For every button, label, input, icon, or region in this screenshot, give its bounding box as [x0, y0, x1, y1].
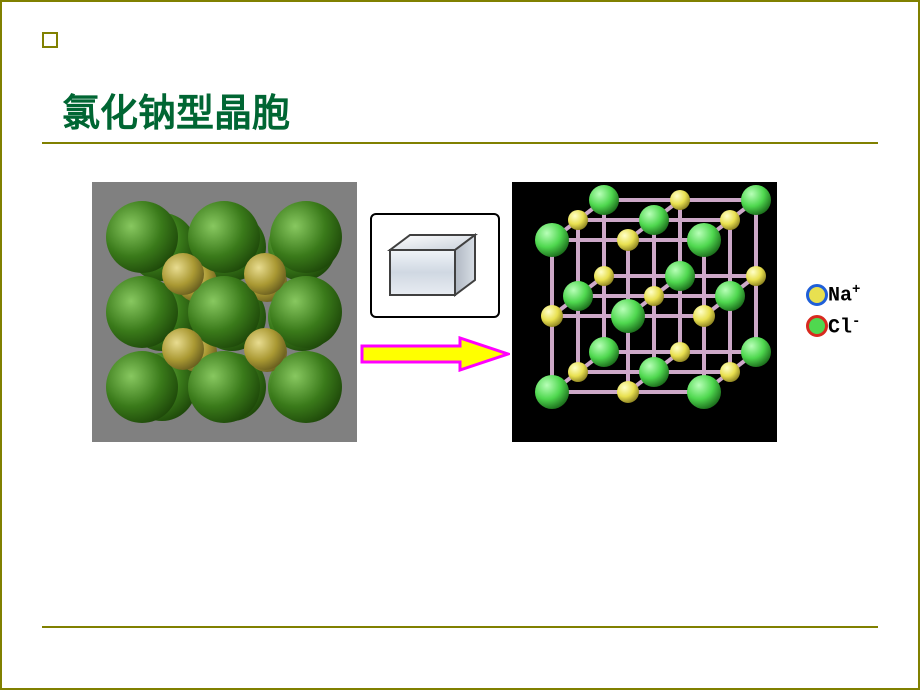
middle-column: [357, 253, 512, 372]
arrow-icon: [360, 336, 510, 372]
space-filling-model: [92, 182, 357, 442]
ball-stick-model: [512, 182, 777, 442]
legend: Na+ Cl-: [806, 282, 860, 339]
cl-icon: [806, 315, 828, 337]
bottom-line: [42, 626, 878, 628]
slide-container: 氯化钠型晶胞: [0, 0, 920, 690]
slide-title: 氯化钠型晶胞: [62, 82, 290, 137]
content-area: [92, 172, 878, 452]
title-underline: [42, 142, 878, 144]
legend-cl-label: Cl-: [828, 314, 860, 340]
legend-cl: Cl-: [806, 314, 860, 340]
na-icon: [806, 284, 828, 306]
salt-crystal-icon: [370, 213, 500, 318]
legend-na-label: Na+: [828, 282, 860, 308]
legend-na: Na+: [806, 282, 860, 308]
corner-decoration: [42, 32, 58, 48]
